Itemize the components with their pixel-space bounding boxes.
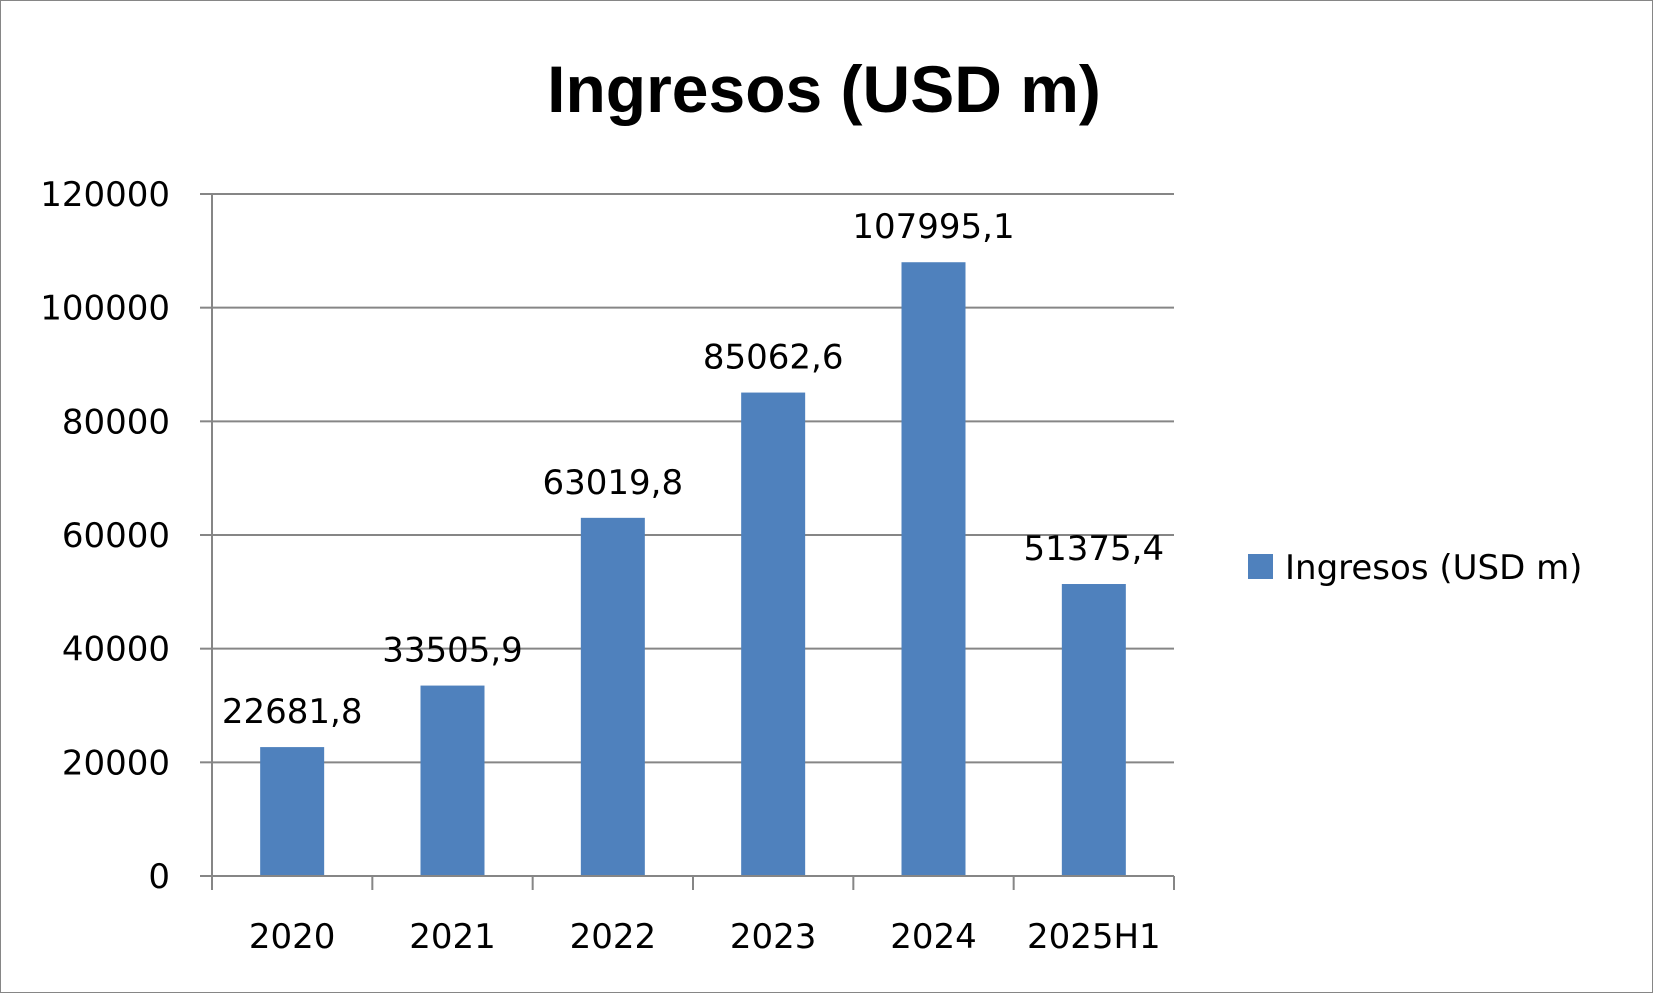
x-tick-label: 2022 bbox=[570, 917, 657, 957]
bar bbox=[1061, 584, 1126, 876]
y-tick-label: 80000 bbox=[62, 402, 170, 442]
legend-label: Ingresos (USD m) bbox=[1285, 548, 1582, 588]
x-tick-label: 2023 bbox=[730, 917, 817, 957]
data-label: 63019,8 bbox=[543, 463, 684, 503]
gridlines bbox=[212, 193, 1174, 764]
x-tick-label: 2024 bbox=[890, 917, 977, 957]
x-tick-label: 2021 bbox=[409, 917, 496, 957]
data-label: 22681,8 bbox=[222, 692, 363, 732]
x-axis: 2020 2021 2022 2023 2024 2025H1 bbox=[211, 194, 1175, 957]
legend-swatch bbox=[1248, 554, 1273, 579]
x-tick-label: 2025H1 bbox=[1027, 917, 1161, 957]
data-label: 107995,1 bbox=[852, 207, 1014, 247]
legend: Ingresos (USD m) bbox=[1248, 548, 1582, 588]
bar bbox=[901, 262, 966, 876]
chart-title: Ingresos (USD m) bbox=[547, 52, 1101, 126]
y-tick-label: 0 bbox=[148, 857, 170, 897]
data-labels: 22681,8 33505,9 63019,8 85062,6 107995,1 5137… bbox=[222, 207, 1164, 732]
y-tick-label: 120000 bbox=[40, 175, 170, 215]
data-label: 51375,4 bbox=[1024, 529, 1165, 569]
x-tick-label: 2020 bbox=[249, 917, 336, 957]
bar bbox=[580, 517, 645, 876]
y-axis-ticks: 0 20000 40000 60000 80000 100000 120000 bbox=[40, 175, 212, 897]
bar bbox=[260, 747, 325, 876]
bars bbox=[260, 262, 1126, 876]
data-label: 33505,9 bbox=[382, 631, 523, 671]
data-label: 85062,6 bbox=[703, 338, 844, 378]
y-tick-label: 40000 bbox=[62, 630, 170, 670]
bar bbox=[420, 685, 485, 876]
y-tick-label: 60000 bbox=[62, 516, 170, 556]
y-tick-label: 20000 bbox=[62, 743, 170, 783]
bar bbox=[741, 392, 806, 876]
y-tick-label: 100000 bbox=[40, 289, 170, 329]
